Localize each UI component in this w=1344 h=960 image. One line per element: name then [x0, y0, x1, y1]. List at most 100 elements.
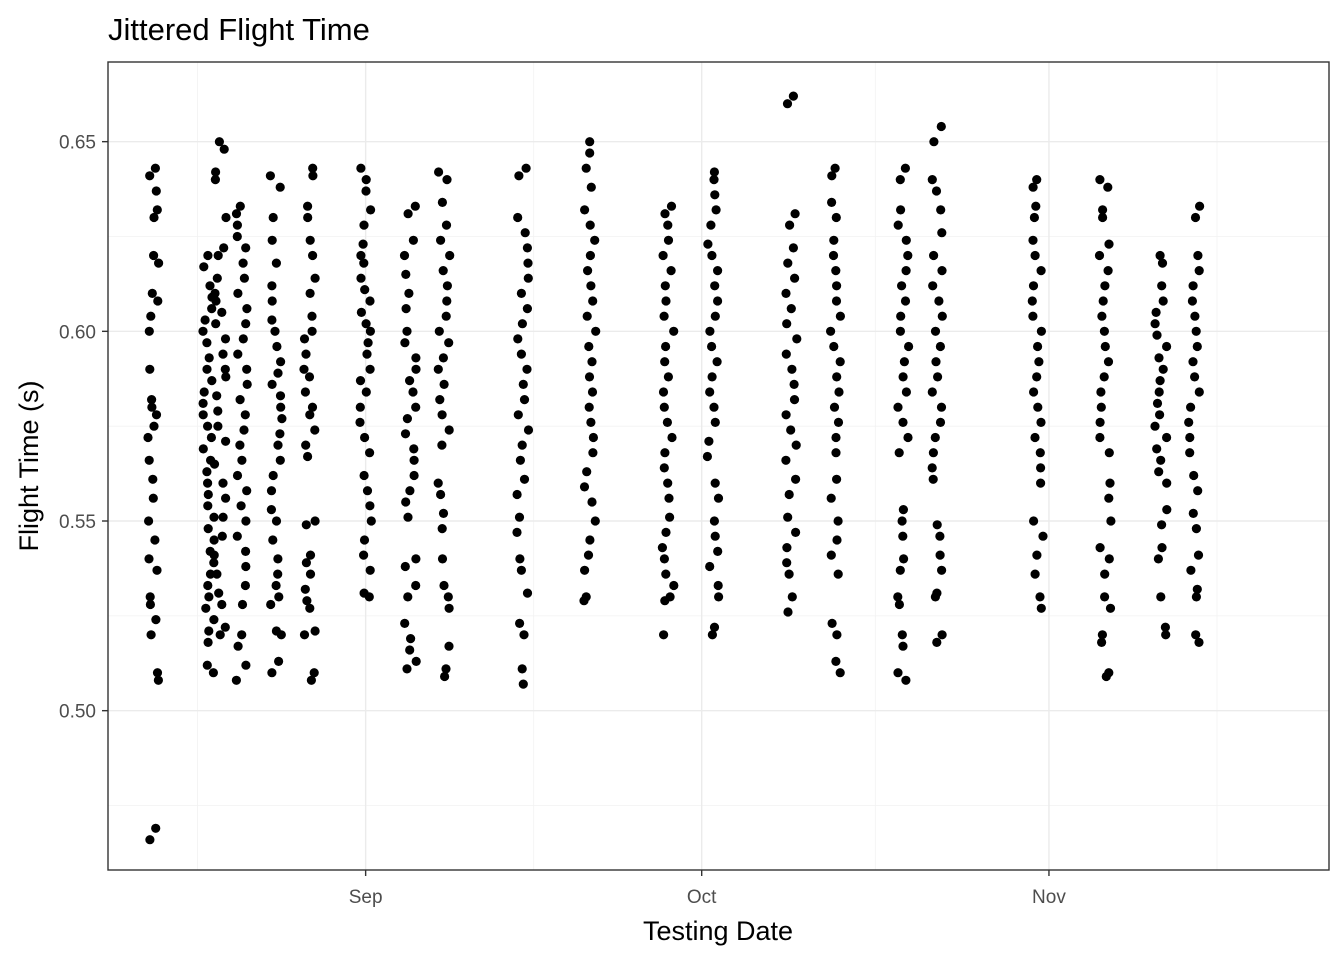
data-point: [408, 387, 418, 397]
data-point: [406, 634, 416, 644]
data-point: [440, 671, 450, 682]
data-point: [233, 641, 243, 651]
data-point: [517, 319, 528, 329]
data-point: [513, 334, 523, 344]
data-point: [789, 395, 800, 405]
data-point: [585, 137, 595, 147]
data-point: [400, 561, 410, 572]
data-point: [782, 543, 792, 553]
data-point: [828, 250, 839, 261]
data-point: [1027, 296, 1037, 306]
data-point: [235, 201, 245, 211]
data-point: [522, 304, 533, 314]
data-point: [588, 296, 598, 306]
data-point: [1095, 417, 1105, 427]
data-point: [441, 311, 451, 321]
data-point: [402, 414, 412, 424]
data-point: [411, 353, 421, 363]
data-point: [588, 448, 598, 458]
data-point: [209, 459, 220, 469]
data-point: [790, 273, 800, 283]
data-point: [1150, 319, 1160, 329]
data-point: [1188, 281, 1198, 291]
data-point: [152, 205, 162, 215]
data-point: [359, 550, 369, 560]
data-point: [663, 220, 673, 230]
data-point: [666, 266, 676, 276]
data-point: [267, 281, 277, 291]
data-point: [411, 656, 421, 667]
data-point: [1098, 212, 1108, 223]
data-point: [669, 326, 679, 336]
data-point: [900, 296, 911, 306]
data-point: [361, 387, 371, 397]
data-point: [901, 266, 911, 276]
data-point: [151, 615, 161, 625]
data-point: [204, 353, 214, 363]
data-point: [360, 432, 370, 443]
data-point: [217, 599, 227, 610]
data-point: [220, 622, 230, 632]
data-point: [1157, 543, 1167, 553]
data-point: [444, 641, 454, 651]
data-point: [664, 493, 674, 503]
data-point: [361, 186, 371, 196]
data-point: [235, 395, 245, 405]
data-point: [238, 258, 248, 268]
data-point: [519, 474, 530, 484]
data-point: [1028, 235, 1038, 245]
data-point: [832, 474, 842, 484]
data-point: [436, 489, 446, 500]
data-point: [783, 258, 793, 268]
data-point: [210, 175, 220, 185]
data-point: [241, 516, 251, 526]
data-point: [267, 315, 277, 325]
data-point: [901, 675, 911, 685]
data-point: [829, 235, 839, 245]
data-point: [587, 387, 598, 397]
data-point: [268, 212, 278, 223]
data-point: [1191, 630, 1201, 640]
data-point: [271, 516, 282, 526]
data-point: [145, 171, 155, 181]
data-point: [411, 402, 421, 412]
data-point: [1189, 470, 1199, 481]
data-point: [663, 372, 674, 382]
data-point: [203, 501, 213, 511]
data-point: [660, 448, 670, 458]
data-point: [146, 630, 156, 640]
data-point: [209, 615, 219, 625]
data-point: [516, 565, 527, 575]
data-point: [270, 326, 280, 336]
data-point: [659, 630, 669, 640]
data-point: [893, 220, 903, 230]
data-point: [143, 432, 153, 443]
data-point: [301, 440, 311, 450]
data-point: [265, 171, 275, 181]
data-point: [1156, 592, 1166, 602]
data-point: [522, 364, 532, 374]
data-point: [213, 406, 223, 416]
data-point: [783, 607, 793, 617]
data-point: [241, 546, 251, 557]
data-point: [1155, 376, 1165, 386]
data-point: [231, 675, 241, 685]
data-points: [143, 91, 1205, 845]
data-point: [519, 630, 529, 640]
data-point: [267, 379, 277, 389]
data-point: [586, 281, 596, 291]
data-point: [517, 440, 527, 450]
data-point: [585, 535, 595, 545]
data-point: [1100, 569, 1110, 579]
data-point: [1033, 341, 1043, 352]
data-point: [356, 163, 366, 173]
data-point: [898, 641, 908, 651]
data-point: [146, 311, 156, 321]
data-point: [1104, 448, 1114, 458]
data-point: [831, 212, 841, 223]
data-point: [149, 250, 159, 261]
data-point: [1100, 341, 1110, 352]
data-point: [439, 580, 449, 591]
data-point: [355, 376, 366, 386]
data-point: [242, 304, 252, 314]
